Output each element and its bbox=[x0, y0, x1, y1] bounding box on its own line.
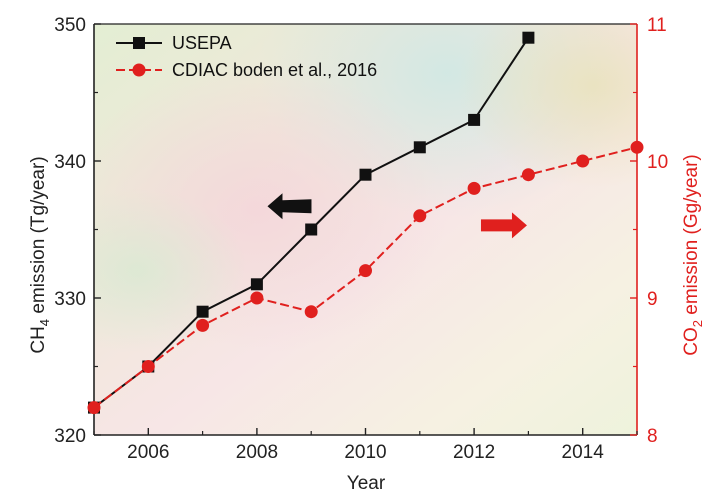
x-tick-label: 2014 bbox=[562, 442, 605, 463]
legend-marker-square bbox=[133, 37, 145, 49]
y-left-label-prefix: CH bbox=[28, 326, 49, 353]
legend-label: CDIAC boden et al., 2016 bbox=[172, 60, 377, 80]
y-right-label-subscript: 2 bbox=[690, 320, 705, 327]
y-right-label-prefix: CO bbox=[681, 327, 702, 356]
data-point-square bbox=[468, 113, 481, 126]
x-axis-label: Year bbox=[347, 473, 386, 494]
left-arrow-annotation bbox=[267, 193, 312, 220]
y-left-tick-label: 320 bbox=[54, 426, 86, 447]
data-point-square bbox=[522, 31, 535, 44]
data-point-circle bbox=[576, 154, 590, 168]
y-right-tick-label: 11 bbox=[647, 15, 667, 36]
legend-entry-1: CDIAC boden et al., 2016 bbox=[116, 60, 377, 80]
data-point-circle bbox=[413, 209, 427, 223]
y-left-tick-label: 340 bbox=[54, 152, 86, 173]
legend-label: USEPA bbox=[172, 33, 232, 53]
data-point-circle bbox=[630, 140, 644, 154]
ticks: 2006 2008 2010 2012 2014 320 330 340 350 8 9 10 11 bbox=[54, 15, 668, 463]
plot-background-tint bbox=[94, 24, 637, 435]
data-point-square bbox=[359, 168, 372, 181]
y-left-tick-label: 330 bbox=[54, 289, 86, 310]
data-point-circle bbox=[196, 318, 210, 332]
y-right-tick-label: 9 bbox=[647, 289, 658, 310]
series bbox=[87, 31, 644, 415]
data-point-circle bbox=[467, 181, 481, 195]
y-left-axis-label: CH4 emission (Tg/year) bbox=[28, 156, 52, 353]
y-right-tick-label: 8 bbox=[647, 426, 658, 447]
data-point-circle bbox=[304, 305, 318, 319]
legend-marker-circle bbox=[132, 63, 146, 77]
data-point-square bbox=[196, 305, 209, 318]
y-right-label-suffix: emission (Gg/year) bbox=[681, 154, 702, 320]
x-tick-label: 2006 bbox=[127, 442, 169, 463]
data-point-circle bbox=[87, 401, 101, 415]
y-left-tick-label: 350 bbox=[54, 15, 86, 36]
x-tick-label: 2008 bbox=[236, 442, 278, 463]
annotations bbox=[267, 193, 527, 239]
data-point-circle bbox=[141, 360, 155, 373]
series-1 bbox=[87, 140, 644, 415]
x-tick-label: 2012 bbox=[453, 442, 495, 463]
y-left-label-subscript: 4 bbox=[37, 319, 52, 326]
data-point-square bbox=[305, 223, 318, 236]
data-point-circle bbox=[250, 291, 264, 305]
legend: USEPA CDIAC boden et al., 2016 bbox=[116, 33, 377, 80]
right-arrow-annotation bbox=[480, 212, 527, 239]
series-line bbox=[93, 146, 638, 409]
data-point-circle bbox=[359, 264, 372, 278]
data-point-square bbox=[250, 278, 263, 291]
legend-entry-0: USEPA bbox=[116, 33, 232, 53]
y-right-axis-label: CO2 emission (Gg/year) bbox=[681, 154, 705, 356]
data-point-circle bbox=[521, 168, 535, 182]
plot-background bbox=[94, 24, 637, 435]
y-left-label-suffix: emission (Tg/year) bbox=[28, 156, 49, 319]
data-point-square bbox=[413, 141, 426, 154]
y-right-tick-label: 10 bbox=[647, 152, 668, 173]
x-tick-label: 2010 bbox=[344, 442, 386, 463]
